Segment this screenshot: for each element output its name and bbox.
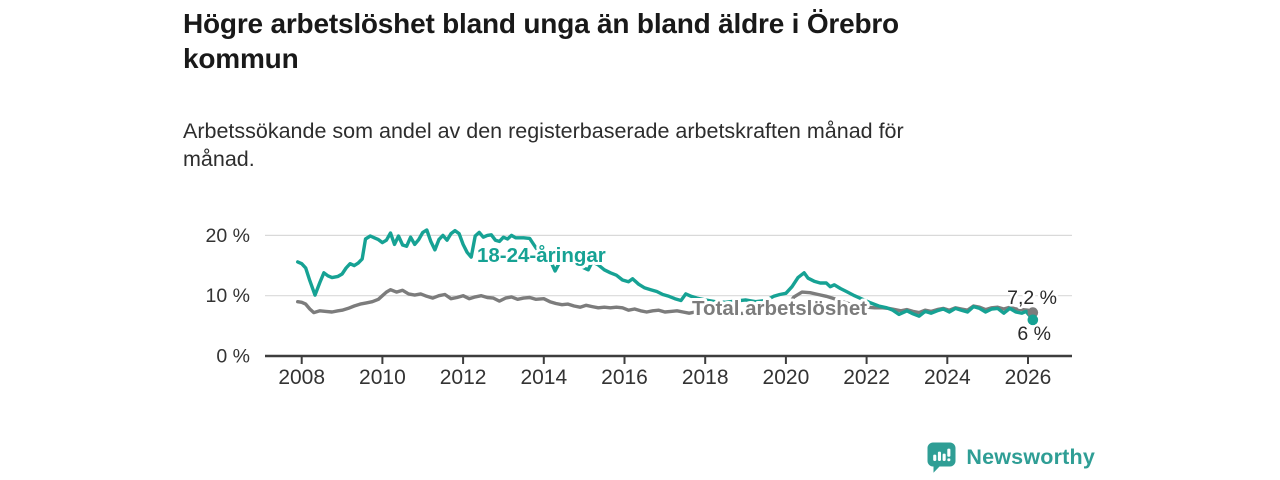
end-value-label: 6 % [1017, 323, 1051, 345]
page-title: Högre arbetslöshet bland unga än bland ä… [183, 8, 899, 75]
series-label: 18-24-åringar [477, 244, 606, 267]
series-label: Total arbetslöshet [692, 297, 867, 320]
y-axis-label: 10 % [206, 285, 250, 307]
x-axis-label: 2020 [763, 366, 810, 389]
y-axis-label: 20 % [206, 225, 250, 247]
x-axis-label: 2012 [440, 366, 487, 389]
chart-subtitle: Arbetssökande som andel av den registerb… [183, 119, 904, 172]
series-line-18-24-åringar [296, 228, 1035, 322]
series-end-dot [1027, 314, 1039, 326]
x-axis-label: 2022 [843, 366, 890, 389]
x-axis-label: 2008 [278, 366, 325, 389]
newsworthy-logo-icon [927, 442, 956, 473]
x-axis-label: 2014 [520, 366, 567, 389]
x-axis-label: 2016 [601, 366, 648, 389]
x-axis-label: 2010 [359, 366, 406, 389]
end-value-label: 7,2 % [1007, 287, 1057, 309]
newsworthy-branding: Newsworthy [926, 441, 1095, 473]
x-axis-label: 2026 [1005, 366, 1052, 389]
series-line-Total arbetslöshet [296, 288, 1035, 316]
x-axis-label: 2018 [682, 366, 729, 389]
y-axis-label: 0 % [216, 346, 250, 368]
x-axis-label: 2024 [924, 366, 971, 389]
brand-name: Newsworthy [966, 444, 1095, 469]
